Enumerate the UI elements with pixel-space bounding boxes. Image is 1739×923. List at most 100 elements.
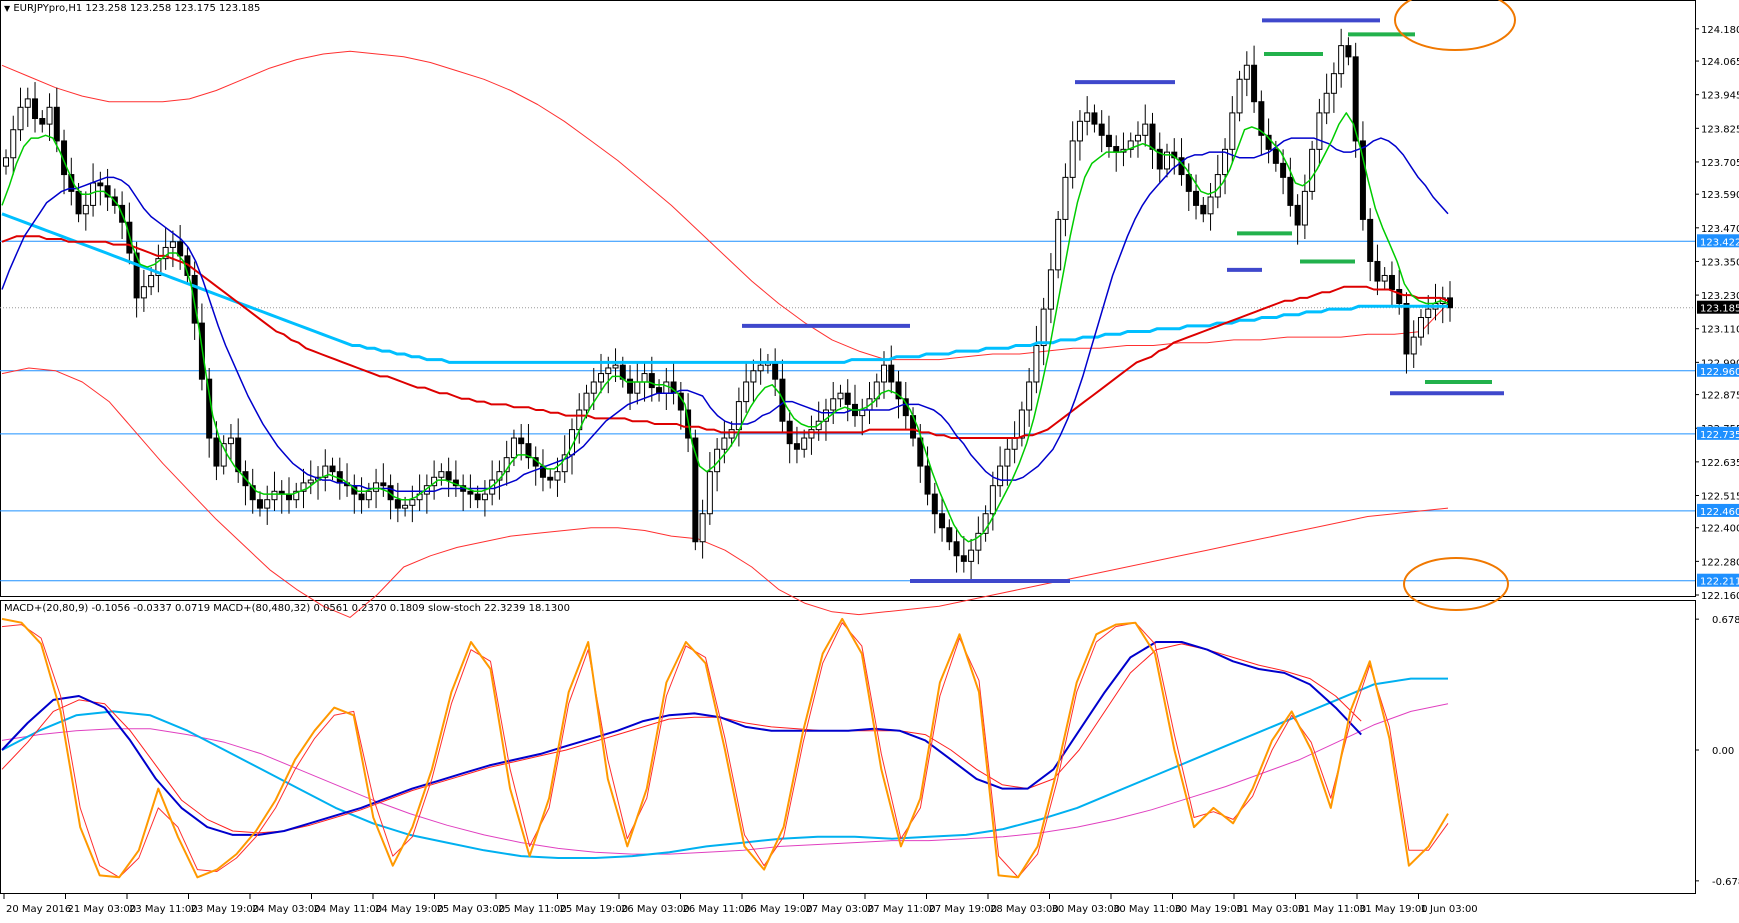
candle-body bbox=[169, 241, 176, 248]
time-tick-label: 24 May 19:00 bbox=[375, 904, 444, 915]
candle-body bbox=[895, 381, 902, 400]
time-tick-label: 26 May 19:00 bbox=[744, 904, 813, 915]
candle-body bbox=[1026, 381, 1033, 411]
time-tick-label: 26 May 03:00 bbox=[621, 904, 690, 915]
candle-body bbox=[1294, 204, 1301, 226]
macd-fast-line bbox=[1, 641, 1362, 836]
candle-body bbox=[53, 106, 60, 142]
candle-body bbox=[1113, 146, 1120, 153]
candle-body bbox=[1055, 218, 1062, 271]
candle-body bbox=[1200, 204, 1207, 215]
candle-body bbox=[293, 490, 300, 501]
candle-body bbox=[191, 274, 198, 324]
candle-body bbox=[1251, 64, 1258, 103]
price-tick-label: 123.825 bbox=[1701, 124, 1739, 135]
candle-body bbox=[1265, 134, 1272, 150]
candle-body bbox=[155, 258, 162, 276]
candle-body bbox=[1352, 56, 1359, 142]
candle-body bbox=[859, 409, 866, 417]
candle-body bbox=[1359, 140, 1366, 220]
candle-body bbox=[1156, 148, 1163, 170]
candle-body bbox=[801, 437, 808, 450]
time-tick-label: 27 May 03:00 bbox=[806, 904, 875, 915]
candle-body bbox=[1403, 303, 1410, 355]
candle-body bbox=[1076, 120, 1083, 142]
candle-body bbox=[46, 106, 53, 125]
price-tick-label: 123.705 bbox=[1701, 158, 1739, 169]
time-tick-label: 25 May 11:00 bbox=[498, 904, 567, 915]
candle-body bbox=[728, 429, 735, 439]
candle-body bbox=[1098, 123, 1105, 136]
candle-body bbox=[1134, 134, 1141, 142]
osc-tick-label: -0.6785 bbox=[1712, 877, 1739, 888]
ma-slow-line bbox=[1, 235, 1449, 439]
candle-body bbox=[467, 490, 474, 495]
highlight-ellipse bbox=[1403, 557, 1509, 611]
time-tick-label: 23 May 11:00 bbox=[129, 904, 198, 915]
current-price-tag bbox=[1697, 300, 1739, 314]
candle-body bbox=[322, 465, 329, 478]
time-tick-label: 30 May 19:00 bbox=[1175, 904, 1244, 915]
candle-body bbox=[249, 485, 256, 501]
candle-body bbox=[24, 98, 31, 108]
candle-body bbox=[256, 499, 263, 509]
candle-body bbox=[1301, 190, 1308, 226]
candle-body bbox=[1229, 112, 1236, 150]
candle-body bbox=[220, 443, 227, 467]
candle-body bbox=[445, 471, 452, 481]
candle-body bbox=[1185, 174, 1192, 192]
level-price-tag bbox=[1697, 573, 1739, 587]
candle-body bbox=[75, 190, 82, 215]
candle-body bbox=[1069, 140, 1076, 178]
time-tick-label: 1 Jun 03:00 bbox=[1421, 904, 1478, 915]
candle-body bbox=[946, 527, 953, 543]
indicator-caption: MACD+(20,80,9) -0.1056 -0.0337 0.0719 MA… bbox=[4, 603, 571, 614]
time-tick-label: 30 May 11:00 bbox=[1113, 904, 1182, 915]
candle-body bbox=[1280, 162, 1287, 178]
candle-body bbox=[822, 409, 829, 422]
candle-body bbox=[1084, 112, 1091, 122]
candle-body bbox=[917, 437, 924, 467]
candle-body bbox=[373, 482, 380, 492]
ma-long-line bbox=[1, 212, 1448, 364]
level-price-tag bbox=[1697, 234, 1739, 248]
candle-body bbox=[402, 504, 409, 509]
candle-body bbox=[793, 443, 800, 450]
price-tick-label: 122.635 bbox=[1701, 458, 1739, 469]
candle-body bbox=[1193, 190, 1200, 206]
candle-body bbox=[1033, 345, 1040, 383]
candle-body bbox=[1091, 112, 1098, 125]
price-tick-label: 123.110 bbox=[1701, 325, 1739, 336]
ma-fast-line bbox=[1, 112, 1449, 543]
candle-body bbox=[148, 274, 155, 288]
candle-body bbox=[1374, 260, 1381, 282]
candle-body bbox=[39, 118, 46, 125]
collapse-arrow-icon[interactable]: ▼ bbox=[4, 4, 11, 13]
level-price-label: 123.422 bbox=[1700, 237, 1739, 248]
candle-body bbox=[271, 490, 278, 501]
candle-body bbox=[598, 373, 605, 383]
candle-body bbox=[1149, 123, 1156, 150]
candle-body bbox=[1417, 317, 1424, 338]
level-price-label: 122.735 bbox=[1700, 430, 1739, 441]
candle-body bbox=[888, 364, 895, 383]
candle-body bbox=[953, 541, 960, 557]
candle-body bbox=[547, 476, 554, 481]
candle-body bbox=[17, 106, 24, 131]
time-tick-label: 25 May 03:00 bbox=[437, 904, 506, 915]
level-price-label: 122.460 bbox=[1700, 507, 1739, 518]
price-pane-frame bbox=[0, 0, 1696, 597]
stoch-k-line bbox=[1, 617, 1449, 879]
candle-body bbox=[1272, 148, 1279, 164]
candle-body bbox=[634, 381, 641, 394]
macd-slow-signal-line bbox=[1, 703, 1449, 855]
time-tick-label: 27 May 11:00 bbox=[867, 904, 936, 915]
level-price-tag bbox=[1697, 426, 1739, 440]
price-pane bbox=[0, 28, 1695, 618]
envelope-lower-line bbox=[1, 367, 1449, 618]
candle-body bbox=[1316, 112, 1323, 150]
time-tick-label: 23 May 19:00 bbox=[191, 904, 260, 915]
candle-body bbox=[663, 381, 670, 394]
